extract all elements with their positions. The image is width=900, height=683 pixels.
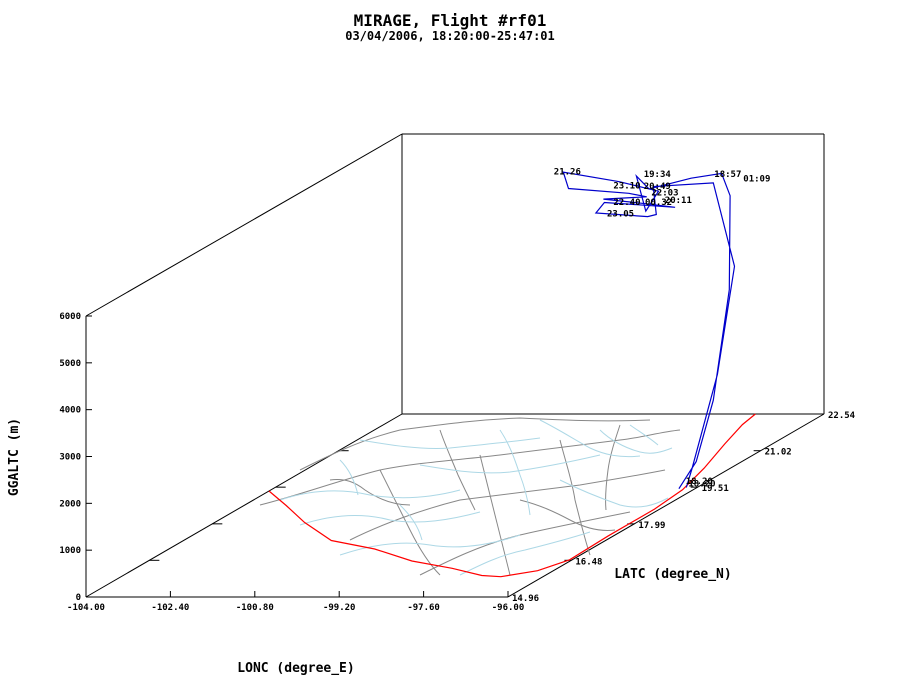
y-tick-label: 19.51	[702, 484, 729, 494]
time-label: 18:57	[714, 170, 741, 180]
x-axis-label: LONC (degree_E)	[237, 661, 354, 676]
time-label: 21.26	[554, 168, 581, 178]
time-label: 00.32	[645, 198, 672, 208]
y-axis-ticks: 14.96 16.48 17.99 19.51 21.02 22.54	[149, 411, 856, 604]
plot-frame	[85, 133, 825, 598]
time-label: 22.40	[613, 198, 640, 208]
base-left-edge	[85, 413, 403, 598]
y-tick-label: 17.99	[638, 521, 665, 531]
x-tick-label: -100.80	[236, 603, 274, 613]
x-tick-label: -102.40	[151, 603, 189, 613]
x-tick-label: -97.60	[407, 603, 440, 613]
z-axis-ticks: 0 1000 2000 3000 4000 5000 6000	[59, 312, 92, 603]
z-axis-label: GGALTC (m)	[7, 418, 22, 496]
chart-subtitle: 03/04/2006, 18:20:00-25:47:01	[345, 29, 555, 43]
time-label: 19:34	[644, 170, 672, 180]
y-tick-label: 22.54	[828, 411, 856, 421]
x-tick-label: -96.00	[492, 603, 525, 613]
y-tick-label: 16.48	[575, 557, 602, 567]
time-label: 18.20	[688, 479, 715, 489]
z-tick-label: 5000	[59, 359, 81, 369]
z-tick-label: 6000	[59, 312, 81, 322]
time-label: 23.10	[613, 182, 640, 192]
y-axis-label: LATC (degree_N)	[614, 567, 731, 582]
time-labels: 19:34 18:57 01:09 21.26 20:49 20:11 23.10 22:03…	[554, 168, 771, 490]
x-tick-label: -99.20	[323, 603, 356, 613]
time-label: 01:09	[743, 175, 770, 185]
x-axis-ticks: -104.00 -102.40 -100.80 -99.20 -97.60 -96.00	[67, 591, 524, 613]
z-tick-label: 1000	[59, 546, 81, 556]
y-tick-label: 14.96	[512, 594, 539, 604]
z-tick-label: 4000	[59, 406, 81, 416]
y-tick-label: 21.02	[765, 448, 792, 458]
x-tick-label: -104.00	[67, 603, 105, 613]
time-label: 20:49	[644, 182, 671, 192]
side-wall-top-edge	[85, 133, 403, 317]
base-right-edge	[507, 413, 825, 598]
coastline-series	[268, 413, 756, 578]
time-label: 22:03	[651, 189, 678, 199]
flight-track-series	[562, 171, 736, 490]
time-label: 18.20	[686, 477, 713, 487]
z-tick-label: 2000	[59, 499, 81, 509]
time-label: 23.05	[607, 210, 634, 220]
z-tick-label: 0	[76, 593, 81, 603]
z-tick-label: 3000	[59, 453, 81, 463]
chart-title: MIRAGE, Flight #rf01	[354, 11, 547, 30]
state-boundaries	[259, 417, 681, 576]
time-label: 20:11	[665, 196, 692, 206]
